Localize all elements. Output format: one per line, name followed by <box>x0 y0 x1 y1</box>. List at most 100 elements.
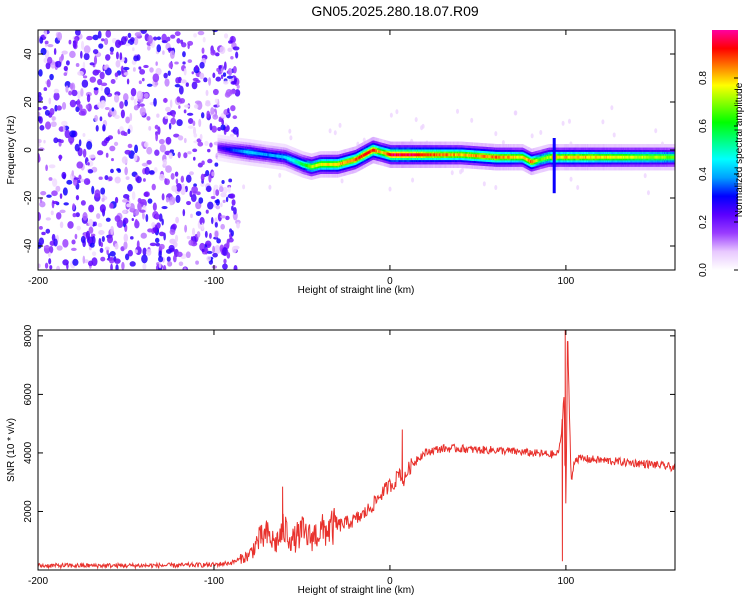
noise-blob <box>610 105 614 111</box>
signal-cell <box>421 153 423 157</box>
noise-blob <box>102 124 106 132</box>
noise-blob <box>193 183 197 187</box>
signal-cell <box>461 153 464 157</box>
noise-blob <box>100 187 106 195</box>
signal-cell <box>609 155 611 159</box>
noise-blob <box>138 66 142 70</box>
noise-blob <box>196 138 202 143</box>
noise-blob <box>103 65 108 70</box>
signal-cell <box>505 155 508 159</box>
signal-cell <box>381 150 383 154</box>
snr-ytick-label: 2000 <box>23 500 34 523</box>
signal-cell <box>468 153 471 157</box>
signal-cell <box>589 155 591 159</box>
noise-blob <box>206 110 210 119</box>
signal-cell <box>598 155 601 159</box>
signal-cell <box>590 155 592 159</box>
signal-cell <box>629 155 631 159</box>
signal-cell <box>311 165 314 169</box>
noise-blob <box>89 242 95 248</box>
noise-blob <box>201 248 205 253</box>
noise-blob <box>217 212 222 222</box>
noise-blob <box>77 70 84 76</box>
noise-blob <box>126 203 131 208</box>
signal-cell <box>564 155 567 159</box>
signal-cell <box>648 155 650 159</box>
noise-blob <box>411 177 415 183</box>
signal-cell <box>535 159 537 163</box>
noise-blob <box>147 35 153 45</box>
noise-blob <box>127 32 132 38</box>
figure-title: GN05.2025.280.18.07.R09 <box>311 3 479 19</box>
signal-cell <box>341 161 343 165</box>
signal-cell <box>233 148 235 152</box>
signal-cell <box>580 155 583 159</box>
noise-blob <box>229 89 237 95</box>
signal-cell <box>471 154 474 158</box>
noise-blob <box>91 235 96 245</box>
noise-blob <box>130 37 135 42</box>
signal-cell <box>354 158 357 162</box>
noise-blob <box>88 204 95 213</box>
noise-blob <box>288 128 292 134</box>
noise-blob <box>67 221 74 229</box>
noise-blob <box>78 174 82 181</box>
signal-cell <box>625 155 627 159</box>
signal-cell <box>289 157 291 161</box>
noise-blob <box>187 125 194 129</box>
signal-cell <box>638 155 641 159</box>
noise-blob <box>73 179 78 186</box>
signal-cell <box>651 155 654 159</box>
signal-cell <box>443 153 446 157</box>
noise-blob <box>194 64 199 71</box>
signal-cell <box>645 155 647 159</box>
noise-blob <box>115 264 119 270</box>
snr-xtick-label: -200 <box>28 576 48 587</box>
colorbar-label: Normalized spectral amplitude <box>734 82 745 217</box>
noise-blob <box>158 173 165 181</box>
snr-panel: -200 -100 0 100 2000 4000 6000 8000 Height of s… <box>6 324 676 596</box>
signal-cell <box>673 155 675 159</box>
noise-blob <box>204 230 208 238</box>
signal-cell <box>379 150 381 154</box>
signal-cell <box>644 155 646 159</box>
noise-blob <box>81 79 89 88</box>
spectrogram-ytick-label: 0 <box>23 147 34 153</box>
noise-blob <box>75 194 80 201</box>
signal-cell <box>296 160 299 164</box>
noise-blob <box>242 184 246 190</box>
noise-blob <box>113 94 120 103</box>
signal-cell <box>513 155 515 159</box>
noise-blob <box>45 217 52 221</box>
signal-cell <box>659 155 662 159</box>
noise-blob <box>229 133 235 138</box>
signal-cell <box>519 155 522 159</box>
signal-cell <box>464 153 467 157</box>
signal-cell <box>446 153 449 157</box>
signal-cell <box>441 153 443 157</box>
signal-cell <box>622 155 625 159</box>
noise-blob <box>82 133 86 138</box>
noise-blob <box>168 122 172 130</box>
noise-blob <box>72 203 76 211</box>
noise-blob <box>163 72 168 79</box>
signal-cell <box>574 155 577 159</box>
noise-blob <box>227 107 230 114</box>
noise-blob <box>152 73 160 83</box>
noise-blob <box>185 174 192 183</box>
noise-blob <box>166 36 171 42</box>
signal-cell <box>345 160 347 164</box>
noise-blob <box>86 35 93 41</box>
noise-blob <box>129 112 133 122</box>
signal-cell <box>632 155 635 159</box>
noise-blob <box>207 201 214 210</box>
noise-blob <box>175 216 179 224</box>
noise-blob <box>226 240 230 249</box>
noise-blob <box>44 40 49 45</box>
noise-blob <box>148 125 152 131</box>
noise-blob <box>86 94 91 103</box>
noise-blob <box>141 77 145 82</box>
noise-blob <box>72 213 77 218</box>
noise-blob <box>231 245 237 254</box>
noise-blob <box>158 231 165 237</box>
